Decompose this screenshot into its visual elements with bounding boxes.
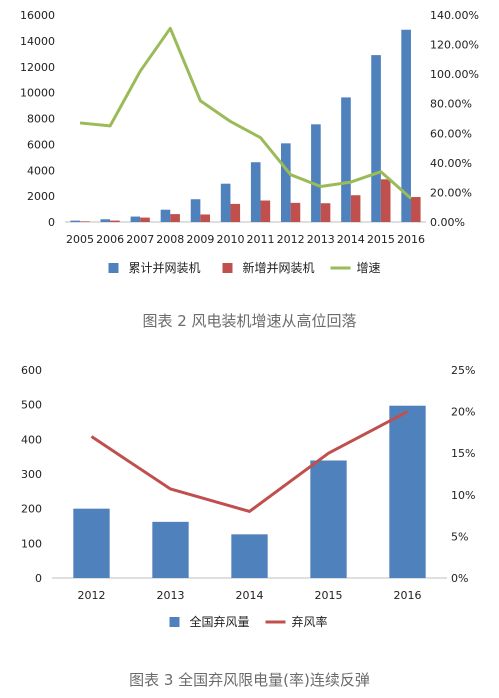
legend-label: 全国弃风量 [190, 614, 250, 629]
series-line [79, 26, 412, 200]
bar [401, 29, 411, 223]
y2-tick-label: 100.00% [430, 68, 479, 81]
bar [410, 197, 421, 222]
x-tick-label: 2016 [394, 589, 422, 602]
bar [170, 214, 180, 222]
legend-swatch [169, 617, 180, 627]
bar [231, 534, 268, 578]
bar [280, 143, 291, 222]
y-tick-label: 2000 [27, 190, 55, 203]
y-tick-label: 0 [35, 572, 42, 585]
bar [311, 124, 321, 222]
bar [371, 55, 381, 223]
x-tick-label: 2009 [186, 233, 214, 246]
bar [350, 195, 361, 222]
bar [220, 183, 231, 222]
bar [73, 508, 110, 578]
bar [341, 97, 351, 222]
chart-caption-1: 图表 2 风电装机增速从高位回落 [142, 312, 357, 330]
bar [190, 199, 201, 222]
bar [230, 203, 241, 222]
x-tick-label: 2012 [277, 233, 305, 246]
y-tick-label: 14000 [20, 35, 55, 48]
y2-tick-label: 40.00% [430, 157, 472, 170]
bar [389, 405, 426, 578]
bar [380, 179, 391, 222]
y-tick-label: 100 [21, 537, 42, 550]
bar [110, 220, 120, 222]
y2-tick-label: 15% [451, 447, 475, 460]
series-line [90, 410, 409, 513]
x-tick-label: 2008 [156, 233, 184, 246]
bar [80, 221, 90, 222]
y2-tick-label: 20% [451, 406, 475, 419]
bar [70, 220, 81, 222]
y2-tick-label: 20.00% [430, 186, 472, 199]
chart-caption-2: 图表 3 全国弃风限电量(率)连续反弹 [129, 671, 370, 689]
x-tick-label: 2011 [247, 233, 275, 246]
x-tick-label: 2007 [126, 233, 154, 246]
bar [200, 214, 211, 222]
bar [152, 521, 189, 578]
y-tick-label: 6000 [27, 138, 55, 151]
legend-label: 增速 [357, 261, 381, 275]
y-tick-label: 16000 [20, 9, 55, 22]
y2-tick-label: 25% [451, 364, 475, 377]
x-tick-label: 2012 [78, 589, 106, 602]
y2-tick-label: 120.00% [430, 39, 479, 52]
bar [290, 202, 301, 222]
x-tick-label: 2013 [307, 233, 335, 246]
x-tick-label: 2010 [216, 233, 244, 246]
y2-tick-label: 140.00% [430, 9, 479, 22]
y-tick-label: 600 [21, 364, 42, 377]
x-tick-label: 2015 [315, 589, 343, 602]
x-tick-label: 2005 [66, 233, 94, 246]
x-tick-label: 2015 [367, 233, 395, 246]
legend-label: 新增并网装机 [243, 260, 315, 275]
x-tick-label: 2014 [337, 233, 365, 246]
x-tick-label: 2014 [236, 589, 264, 602]
bar [100, 219, 111, 222]
y2-tick-label: 10% [451, 489, 475, 502]
y2-tick-label: 60.00% [430, 127, 472, 140]
legend-swatch [222, 263, 233, 273]
bar [320, 203, 331, 222]
wind-curtailment-chart: 0 100 200 300 400 500 600 0% 5% 10% 15% 20% 25% 2012 2… [21, 364, 475, 629]
y2-tick-label: 5% [451, 530, 468, 543]
y-tick-label: 300 [21, 468, 42, 481]
legend-swatch [108, 263, 119, 273]
y-tick-label: 0 [48, 216, 55, 229]
bar [130, 216, 141, 222]
y-tick-label: 400 [21, 433, 42, 446]
bar [310, 460, 347, 578]
y-tick-label: 4000 [27, 164, 55, 177]
x-tick-label: 2006 [96, 233, 124, 246]
y-tick-label: 200 [21, 503, 42, 516]
y-tick-label: 8000 [27, 113, 55, 126]
x-tick-label: 2016 [397, 233, 425, 246]
legend-label: 弃风率 [292, 614, 328, 629]
y2-tick-label: 80.00% [430, 98, 472, 111]
bar [140, 217, 150, 222]
y-tick-label: 10000 [20, 87, 55, 100]
wind-capacity-chart: 0 2000 4000 6000 8000 10000 12000 14000 16000 0.0… [20, 9, 479, 275]
y2-tick-label: 0% [451, 572, 468, 585]
bar [160, 209, 171, 222]
bar [250, 162, 261, 222]
y-tick-label: 12000 [20, 61, 55, 74]
bar [260, 200, 271, 222]
y-tick-label: 500 [21, 399, 42, 412]
y2-tick-label: 0.00% [430, 216, 465, 229]
x-tick-label: 2013 [157, 589, 185, 602]
legend-label: 累计并网装机 [129, 261, 201, 275]
